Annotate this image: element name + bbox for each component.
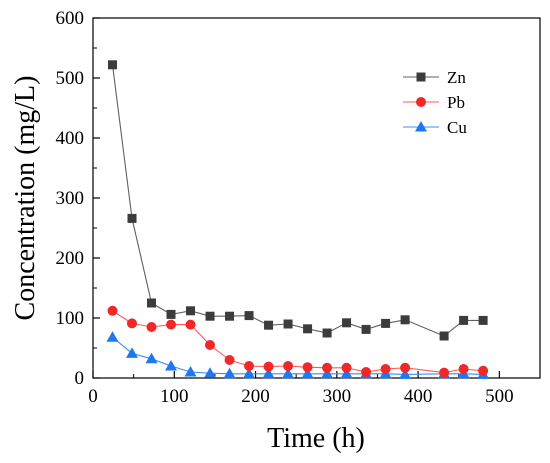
data-point-cu xyxy=(126,347,139,358)
data-point-zn xyxy=(361,324,371,334)
data-point-pb xyxy=(361,367,372,377)
data-point-pb xyxy=(244,361,255,371)
x-tick-label: 0 xyxy=(88,386,98,407)
data-point-cu xyxy=(204,367,217,378)
data-point-pb xyxy=(478,365,489,376)
y-tick-label: 0 xyxy=(75,368,85,389)
data-point-cu xyxy=(399,368,412,379)
x-axis-title: Time (h) xyxy=(267,423,365,454)
data-point-pb xyxy=(166,319,177,330)
data-point-pb xyxy=(146,322,157,332)
plot-frame xyxy=(92,17,541,379)
data-point-cu xyxy=(223,367,236,379)
data-point-cu xyxy=(262,367,275,379)
x-tick-label: 100 xyxy=(160,386,189,407)
data-point-zn xyxy=(459,315,469,325)
data-point-pb xyxy=(341,362,352,373)
data-point-zn xyxy=(205,311,215,321)
data-point-cu xyxy=(145,352,158,364)
y-tick-label: 200 xyxy=(56,248,85,269)
data-point-pb xyxy=(302,362,313,373)
y-axis-title: Concentration (mg/L) xyxy=(10,76,41,321)
data-point-cu xyxy=(165,360,178,371)
series-line-pb xyxy=(112,310,484,374)
data-point-zn xyxy=(439,331,449,341)
x-tick-label: 300 xyxy=(323,386,352,407)
data-point-cu xyxy=(301,367,314,379)
data-point-cu xyxy=(243,367,256,379)
data-point-zn xyxy=(400,315,410,325)
data-point-pb xyxy=(283,361,294,371)
data-point-pb xyxy=(400,362,411,373)
data-point-pb xyxy=(458,364,469,374)
tick-labels: 0 100 200 300 400 500 0 100 200 300 400 500 600 xyxy=(56,8,514,407)
data-point-pb xyxy=(263,361,274,372)
data-point-pb xyxy=(127,318,138,329)
axis-ticks xyxy=(92,17,500,379)
data-point-zn xyxy=(322,328,332,338)
y-tick-label: 400 xyxy=(56,128,85,149)
data-point-zn xyxy=(342,318,352,328)
legend-label-pb: Pb xyxy=(447,93,465,112)
data-point-pb xyxy=(322,362,333,373)
data-point-zn xyxy=(283,319,293,329)
y-tick-label: 600 xyxy=(56,8,85,29)
data-point-cu xyxy=(106,331,119,342)
data-point-zn xyxy=(478,315,488,325)
data-point-zn xyxy=(186,306,196,316)
data-point-zn xyxy=(147,298,157,308)
y-tick-label: 300 xyxy=(56,188,85,209)
data-point-pb xyxy=(107,305,118,316)
data-point-cu xyxy=(184,366,197,377)
data-point-zn xyxy=(264,320,274,330)
data-point-pb xyxy=(205,340,216,350)
legend: Zn Pb Cu xyxy=(403,68,467,137)
data-point-zn xyxy=(303,324,313,334)
y-tick-label: 100 xyxy=(56,308,85,329)
legend-marker-pb xyxy=(416,97,426,107)
data-point-zn xyxy=(166,309,176,319)
legend-label-zn: Zn xyxy=(447,68,466,87)
data-point-zn xyxy=(127,213,137,223)
x-tick-label: 400 xyxy=(404,386,433,407)
series-line-zn xyxy=(111,64,484,337)
x-tick-label: 200 xyxy=(241,386,270,407)
data-point-zn xyxy=(225,311,235,321)
data-point-zn xyxy=(244,311,254,321)
data-point-pb xyxy=(185,319,196,330)
y-tick-label: 500 xyxy=(56,68,85,89)
legend-label-cu: Cu xyxy=(447,118,467,137)
series-points xyxy=(106,60,490,379)
legend-marker-cu xyxy=(415,121,427,132)
data-point-pb xyxy=(380,364,391,374)
x-tick-label: 500 xyxy=(485,386,514,407)
data-point-cu xyxy=(321,367,334,379)
data-point-cu xyxy=(282,367,295,379)
data-point-cu xyxy=(340,367,353,379)
data-point-pb xyxy=(439,367,450,378)
data-point-zn xyxy=(381,318,391,328)
legend-marker-zn xyxy=(416,72,426,82)
data-point-zn xyxy=(108,60,118,70)
data-point-pb xyxy=(224,355,235,365)
